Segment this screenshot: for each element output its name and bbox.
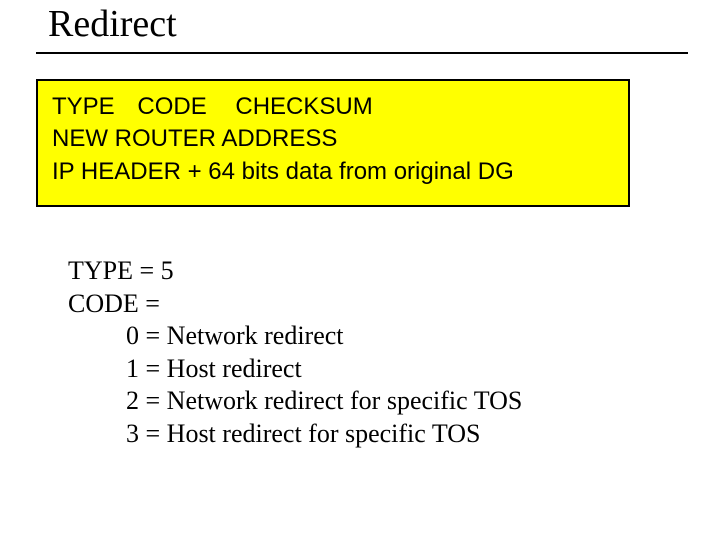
packet-field-type: TYPE (52, 91, 115, 123)
code-0: 0 = Network redirect (68, 320, 522, 353)
packet-row-2: NEW ROUTER ADDRESS (52, 123, 614, 155)
type-definition: TYPE = 5 (68, 255, 522, 288)
definitions-block: TYPE = 5 CODE = 0 = Network redirect 1 =… (68, 255, 522, 450)
packet-format-box: TYPE CODE CHECKSUM NEW ROUTER ADDRESS IP… (36, 79, 630, 207)
packet-row-3: IP HEADER + 64 bits data from original D… (52, 156, 614, 188)
code-1: 1 = Host redirect (68, 353, 522, 386)
code-definition-label: CODE = (68, 288, 522, 321)
packet-field-code: CODE (137, 91, 206, 123)
title-underline (36, 52, 688, 54)
packet-field-checksum: CHECKSUM (235, 91, 372, 123)
code-3: 3 = Host redirect for specific TOS (68, 418, 522, 451)
page-title: Redirect (48, 2, 177, 46)
packet-row-1: TYPE CODE CHECKSUM (52, 91, 614, 123)
code-2: 2 = Network redirect for specific TOS (68, 385, 522, 418)
